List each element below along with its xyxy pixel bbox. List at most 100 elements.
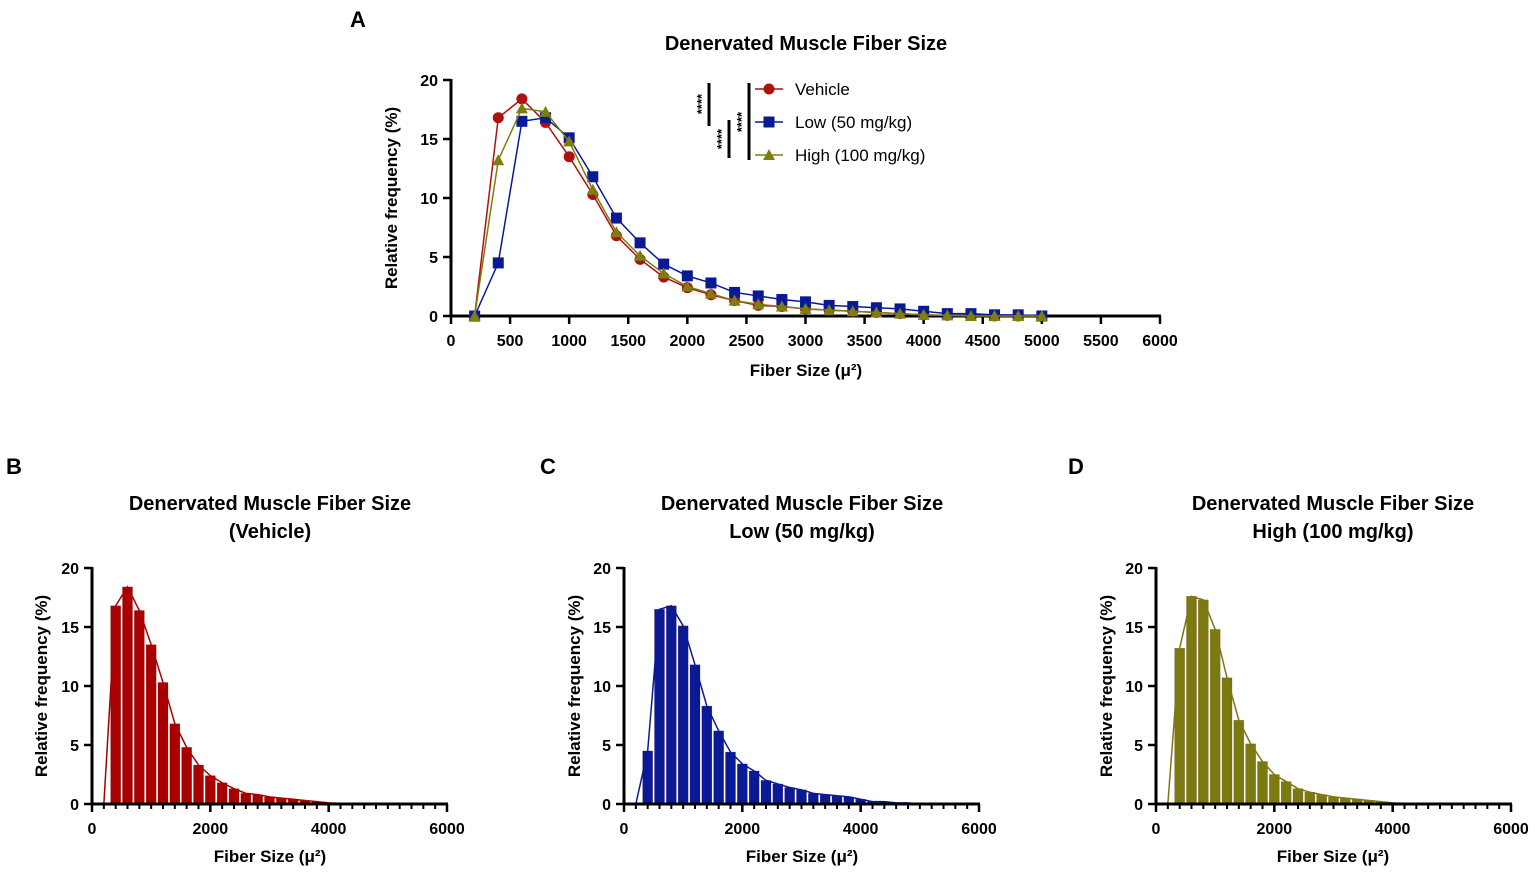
y-tick-label: 5 [70, 738, 79, 755]
data-point-high [964, 310, 977, 321]
data-point-low [610, 212, 622, 224]
data-point-high [586, 183, 599, 195]
legend: Vehicle Low (50 mg/kg) High (100 mg/kg) [755, 80, 925, 165]
series-line-high [473, 107, 1042, 317]
y-tick-label: 15 [61, 620, 79, 637]
chart-b-ylabel: Relative frequency (%) [32, 595, 51, 777]
x-tick-label: 5500 [1083, 333, 1119, 350]
bar [181, 747, 192, 805]
bar [713, 730, 724, 805]
bar [205, 775, 216, 805]
x-tick-label: 6000 [429, 821, 465, 838]
chart-d-xlabel: Fiber Size (μ²) [1277, 847, 1389, 866]
x-tick-label: 6000 [961, 821, 997, 838]
data-point-high [704, 287, 717, 299]
data-point-high [823, 304, 836, 316]
chart-a-plot: 0 500 1000 1500 2000 2500 3000 3500 4000 4500 5000… [420, 73, 1178, 350]
data-point-vehicle [563, 151, 575, 163]
panel-letter-a: A [350, 7, 366, 32]
data-point-high [468, 310, 481, 321]
bar [157, 682, 169, 805]
bar [1257, 761, 1268, 805]
data-point-high [1012, 310, 1025, 321]
x-tick-label: 2000 [725, 821, 761, 838]
y-tick-label: 20 [420, 73, 438, 90]
chart-d-title-line1: Denervated Muscle Fiber Size [1192, 493, 1474, 515]
x-tick-label: 1500 [610, 333, 646, 350]
bar [725, 751, 736, 805]
x-tick-label: 3500 [847, 333, 883, 350]
chart-c-title-line2: Low (50 mg/kg) [729, 521, 875, 543]
chart-c-xlabel: Fiber Size (μ²) [746, 847, 858, 866]
x-tick-label: 4000 [1375, 821, 1411, 838]
bar [796, 789, 807, 805]
data-point-low [634, 237, 646, 249]
data-point-high [610, 226, 623, 238]
sig-label-low-high: **** [714, 128, 729, 149]
x-tick-label: 6000 [1493, 821, 1529, 838]
legend-label-vehicle: Vehicle [795, 80, 850, 99]
data-point-vehicle [516, 93, 528, 105]
legend-marker-high [763, 149, 775, 160]
chart-d-title-line2: High (100 mg/kg) [1252, 521, 1413, 543]
data-point-high [1035, 310, 1048, 321]
chart-c-ylabel: Relative frequency (%) [565, 595, 584, 777]
x-tick-label: 0 [1152, 821, 1161, 838]
x-tick-label: 500 [497, 333, 524, 350]
chart-a-xlabel: Fiber Size (μ²) [750, 361, 862, 380]
bar [1221, 677, 1233, 805]
x-tick-label: 0 [88, 821, 97, 838]
bar [1174, 647, 1185, 805]
bar [808, 793, 819, 805]
x-tick-label: 2000 [670, 333, 706, 350]
chart-a-ylabel: Relative frequency (%) [382, 107, 401, 289]
panel-letter-c: C [540, 454, 556, 479]
chart-d-plot: 0 2000 4000 6000 0 5 10 15 20 [1125, 561, 1529, 838]
bar [240, 793, 252, 805]
chart-b-xlabel: Fiber Size (μ²) [214, 847, 326, 866]
x-tick-label: 4500 [965, 333, 1001, 350]
sig-label-vehicle-low: **** [694, 93, 709, 114]
y-tick-label: 10 [420, 191, 438, 208]
data-point-high [563, 135, 576, 147]
sig-label-vehicle-high: **** [734, 111, 749, 132]
x-tick-label: 5000 [1024, 333, 1060, 350]
chart-b-title-line2: (Vehicle) [229, 521, 311, 543]
bar [772, 783, 784, 805]
y-tick-label: 0 [429, 309, 438, 326]
legend-marker-low [763, 116, 775, 128]
x-tick-label: 1000 [551, 333, 587, 350]
data-point-high [728, 294, 741, 306]
bar [1269, 774, 1280, 805]
data-point-high [988, 310, 1001, 321]
data-point-high [870, 306, 883, 318]
y-tick-label: 20 [61, 561, 79, 578]
data-point-high [752, 298, 765, 310]
data-point-low [587, 171, 599, 183]
data-point-high [799, 302, 812, 314]
panel-letter-b: B [6, 454, 22, 479]
chart-c-plot: 0 2000 4000 6000 0 5 10 15 20 [593, 561, 997, 838]
bar [169, 723, 181, 805]
data-point-low [752, 290, 764, 302]
bar [145, 644, 157, 805]
bar [677, 625, 689, 805]
data-point-low [681, 270, 693, 282]
y-tick-label: 20 [593, 561, 611, 578]
x-tick-label: 6000 [1142, 333, 1178, 350]
bar [1292, 788, 1304, 805]
x-tick-label: 2500 [729, 333, 765, 350]
y-tick-label: 0 [1134, 797, 1143, 814]
legend-label-high: High (100 mg/kg) [795, 146, 925, 165]
chart-b-plot: 0 2000 4000 6000 0 5 10 15 20 [61, 561, 465, 838]
y-tick-label: 0 [70, 797, 79, 814]
data-point-high [515, 102, 528, 114]
y-tick-label: 10 [61, 679, 79, 696]
data-point-vehicle [492, 112, 504, 124]
y-tick-label: 5 [429, 250, 438, 267]
bar [1209, 629, 1221, 805]
bar [748, 770, 760, 805]
y-tick-label: 5 [1134, 738, 1143, 755]
data-point-low [516, 115, 528, 127]
panel-letter-d: D [1068, 454, 1084, 479]
